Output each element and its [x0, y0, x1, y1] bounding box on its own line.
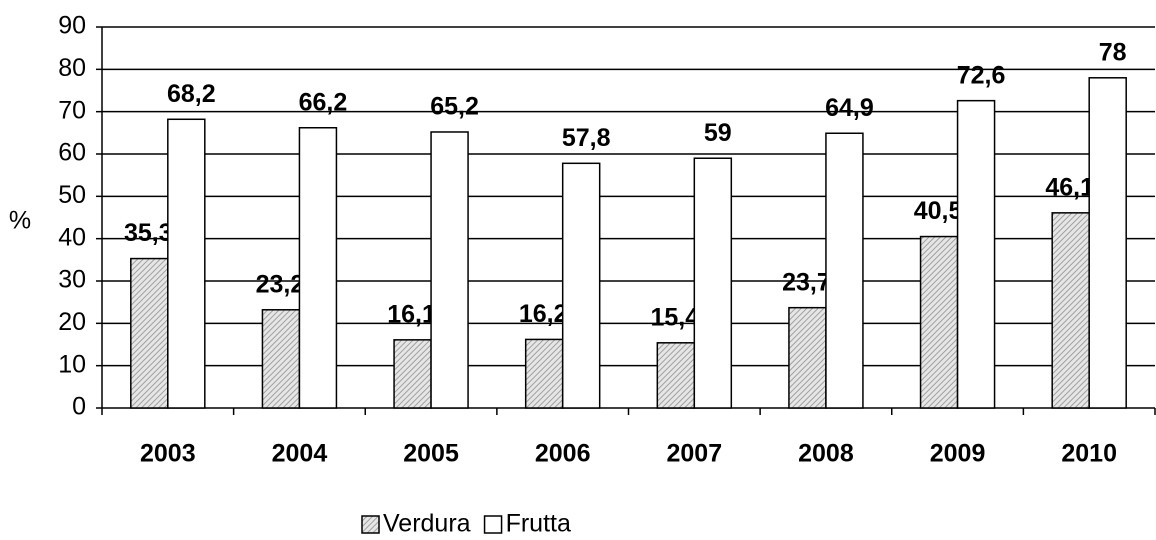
data-label: 65,2: [430, 93, 479, 121]
y-tick-label: 50: [58, 181, 86, 209]
bar: [788, 306, 827, 409]
data-label: 78: [1099, 38, 1127, 66]
data-label: 66,2: [299, 88, 348, 116]
bar: [919, 235, 959, 409]
x-tick-label: 2007: [667, 440, 723, 468]
legend-label: Frutta: [506, 510, 571, 538]
bar: [298, 127, 338, 409]
data-label: 23,2: [256, 270, 305, 298]
bar: [956, 99, 996, 409]
bar: [1088, 77, 1127, 409]
x-tick-label: 2009: [930, 440, 986, 468]
bar: [693, 157, 733, 409]
y-tick-label: 90: [58, 12, 86, 40]
bar: [1051, 212, 1090, 409]
legend-swatch: [361, 515, 380, 534]
data-label: 64,9: [825, 94, 874, 122]
bar: [393, 339, 432, 409]
y-tick-label: 0: [72, 393, 86, 421]
data-label: 23,7: [782, 268, 831, 296]
data-label: 57,8: [562, 124, 611, 152]
x-tick-label: 2010: [1061, 440, 1117, 468]
y-tick-label: 60: [58, 139, 86, 167]
data-label: 16,1: [387, 300, 436, 328]
bar: [167, 118, 206, 409]
data-label: 68,2: [167, 80, 216, 108]
y-tick-label: 70: [58, 96, 86, 124]
bar: [656, 342, 696, 409]
x-tick-label: 2008: [798, 440, 854, 468]
x-tick-label: 2003: [140, 440, 196, 468]
data-label: 35,3: [124, 219, 173, 247]
bar: [261, 309, 301, 409]
x-tick-label: 2004: [272, 440, 328, 468]
x-tick-label: 2005: [403, 440, 459, 468]
data-label: 46,1: [1045, 173, 1094, 201]
y-tick-label: 20: [58, 308, 86, 336]
bar: [524, 338, 564, 409]
data-label: 15,4: [650, 303, 699, 331]
legend-swatch: [483, 515, 503, 534]
y-tick-label: 30: [58, 266, 86, 294]
y-tick-label: 40: [58, 223, 86, 251]
bar: [561, 162, 601, 409]
legend-label: Verdura: [383, 510, 471, 538]
x-tick-label: 2006: [535, 440, 591, 468]
bar: [130, 257, 169, 409]
data-label: 59: [704, 119, 732, 147]
data-label: 72,6: [957, 61, 1006, 89]
data-label: 16,2: [519, 300, 568, 328]
data-label: 40,5: [914, 197, 963, 225]
bar: [825, 132, 864, 409]
y-axis-label: %: [9, 207, 31, 235]
y-tick-label: 80: [58, 54, 86, 82]
y-tick-label: 10: [58, 350, 86, 378]
bar: [430, 131, 469, 409]
